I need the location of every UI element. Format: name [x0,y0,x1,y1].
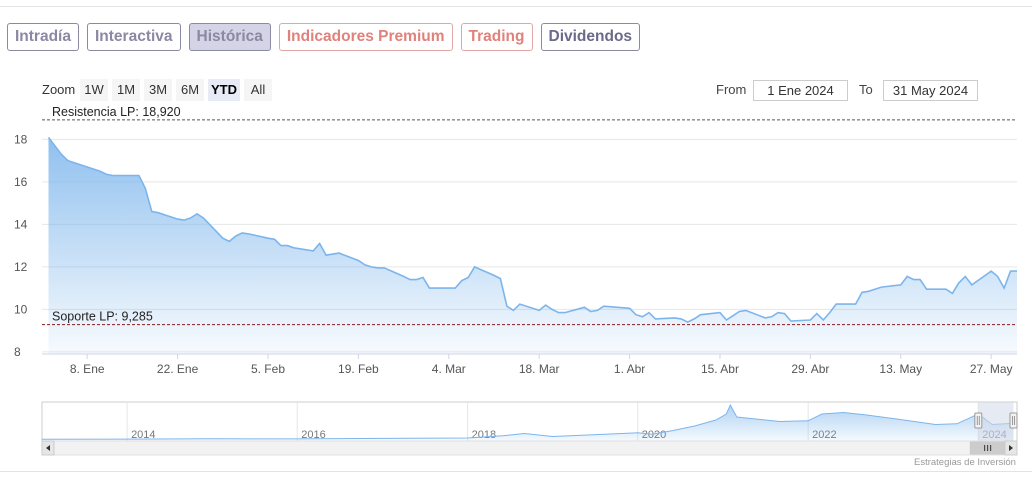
y-tick-label: 18 [14,132,28,146]
x-tick-label: 27. May [970,362,1013,376]
tab-indicadores-premium[interactable]: Indicadores Premium [278,23,453,51]
credits: Estrategias de Inversión [914,457,1016,468]
tab-trading[interactable]: Trading [460,23,533,51]
y-axis: 8 10 12 14 16 18 [14,132,28,359]
y-tick-label: 14 [14,217,28,231]
chart-tabs: Intradía Interactiva Histórica Indicador… [7,23,641,51]
navigator-line [41,403,1014,440]
arrow-left-icon [46,445,50,451]
x-axis: 8. Ene 22. Ene 5. Feb 19. Feb 4. Mar 18. Mar 1… [42,353,1017,376]
x-tick-label: 13. May [879,362,922,376]
tab-interactiva[interactable]: Interactiva [86,23,181,51]
y-tick-label: 8 [14,345,21,359]
x-tick-label: 1. Abr [614,362,645,376]
x-tick-label: 5. Feb [251,362,285,376]
tab-intradia[interactable]: Intradía [7,23,79,51]
zoom-buttons: 1W 1M 3M 6M YTD All [80,79,272,101]
arrow-right-icon [1009,445,1013,451]
x-tick-label: 8. Ene [70,362,105,376]
x-tick-label: 18. Mar [519,362,560,376]
navigator-year-label: 2016 [301,429,325,441]
zoom-all-button[interactable]: All [244,79,272,101]
x-tick-label: 15. Abr [701,362,739,376]
x-tick-label: 19. Feb [338,362,379,376]
plot-lines: Resistencia LP: 18,920 Soporte LP: 9,285 [42,105,1017,326]
plot-line-label-resistance: Resistencia LP: 18,920 [52,105,181,119]
navigator-selection [978,402,1014,441]
navigator-year-label: 2014 [131,429,155,441]
price-line [47,136,1017,323]
zoom-1w-button[interactable]: 1W [80,79,108,101]
navigator-handle-right[interactable] [1009,412,1018,429]
top-divider [0,6,1032,7]
zoom-ytd-button[interactable]: YTD [208,79,240,101]
tab-dividendos[interactable]: Dividendos [540,23,641,51]
bottom-divider [0,471,1032,472]
plot-line-label-support: Soporte LP: 9,285 [52,310,153,324]
from-date-input[interactable]: 1 Ene 2024 [753,80,848,101]
navigator[interactable]: 201420162018202020222024 [41,401,1018,456]
y-tick-label: 10 [14,302,28,316]
zoom-label: Zoom [42,82,76,97]
tab-historica[interactable]: Histórica [188,23,271,51]
navigator-handle-left[interactable] [974,412,983,429]
scrollbar-track [41,440,1018,456]
x-tick-label: 29. Abr [791,362,829,376]
zoom-1m-button[interactable]: 1M [112,79,140,101]
to-date-input[interactable]: 31 May 2024 [883,80,978,101]
price-area [48,137,1017,354]
y-tick-label: 12 [14,260,28,274]
x-tick-label: 22. Ene [157,362,199,376]
x-tick-label: 4. Mar [432,362,466,376]
to-label: To [859,82,873,97]
navigator-area [42,405,1014,441]
from-label: From [716,82,747,97]
y-tick-label: 16 [14,175,28,189]
zoom-6m-button[interactable]: 6M [176,79,204,101]
zoom-3m-button[interactable]: 3M [144,79,172,101]
